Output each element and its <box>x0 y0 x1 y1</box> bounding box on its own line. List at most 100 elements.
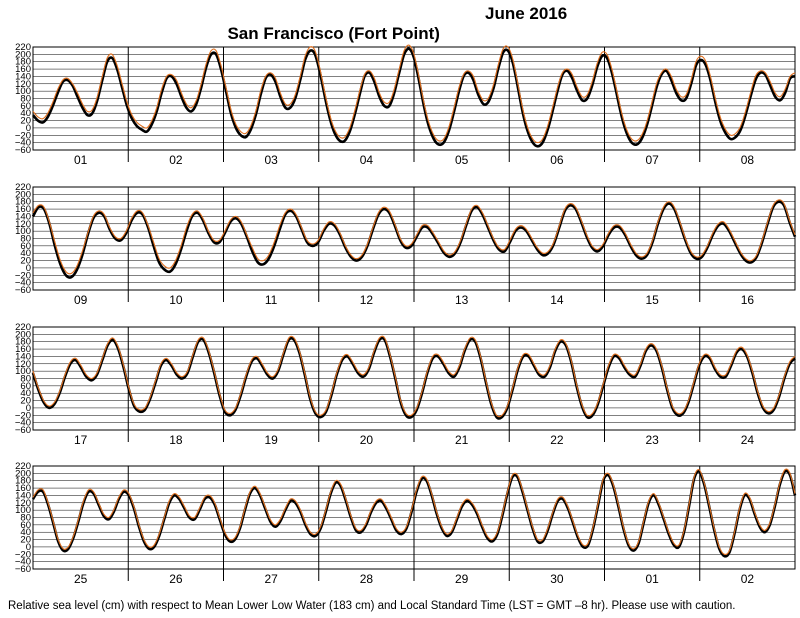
y-tick-label: 140 <box>15 351 31 362</box>
y-tick-label: 180 <box>15 197 31 208</box>
y-tick-label: 0 <box>26 123 31 134</box>
caption: Relative sea level (cm) with respect to … <box>8 600 736 612</box>
day-label: 01 <box>74 153 88 167</box>
day-label: 15 <box>645 293 659 307</box>
y-tick-label: 120 <box>15 79 31 90</box>
day-label: 10 <box>169 293 183 307</box>
y-tick-label: 220 <box>15 322 31 333</box>
day-label: 20 <box>360 433 374 447</box>
location-title: San Francisco (Fort Point) <box>227 24 440 43</box>
day-label: 25 <box>74 572 88 586</box>
y-tick-label: 160 <box>15 204 31 215</box>
day-label: 18 <box>169 433 183 447</box>
day-label: 19 <box>264 433 278 447</box>
y-tick-label: 120 <box>15 219 31 230</box>
y-tick-label: 200 <box>15 49 31 60</box>
y-tick-label: 220 <box>15 182 31 193</box>
y-tick-label: 140 <box>15 71 31 82</box>
day-label: 05 <box>455 153 469 167</box>
day-label: 23 <box>645 433 659 447</box>
y-tick-label: 0 <box>26 403 31 414</box>
y-tick-label: 160 <box>15 64 31 75</box>
y-tick-label: 100 <box>15 366 31 377</box>
predicted-series-line <box>32 199 796 275</box>
y-tick-label: −60 <box>15 145 31 156</box>
day-label: 30 <box>550 572 564 586</box>
y-tick-label: −20 <box>15 130 31 141</box>
y-tick-label: 80 <box>20 374 31 385</box>
y-tick-label: −20 <box>15 410 31 421</box>
predicted-series-line <box>32 468 796 556</box>
month-year-title: June 2016 <box>485 4 568 23</box>
y-tick-label: 40 <box>20 108 31 119</box>
y-tick-label: 20 <box>20 535 31 546</box>
y-tick-label: 100 <box>15 86 31 97</box>
y-tick-label: 0 <box>26 263 31 274</box>
day-label: 17 <box>74 433 88 447</box>
y-tick-label: 80 <box>20 234 31 245</box>
y-tick-label: −20 <box>15 549 31 560</box>
day-label: 12 <box>360 293 374 307</box>
day-label: 27 <box>264 572 278 586</box>
y-tick-label: 60 <box>20 101 31 112</box>
y-tick-label: −60 <box>15 285 31 296</box>
day-label: 28 <box>360 572 374 586</box>
day-label: 07 <box>645 153 659 167</box>
y-tick-label: 140 <box>15 211 31 222</box>
y-tick-label: 80 <box>20 513 31 524</box>
y-tick-label: 100 <box>15 505 31 516</box>
day-label: 29 <box>455 572 469 586</box>
day-label: 02 <box>741 572 755 586</box>
day-label: 03 <box>264 153 278 167</box>
day-label: 22 <box>550 433 564 447</box>
observed-series-line <box>32 47 796 148</box>
y-tick-label: 200 <box>15 468 31 479</box>
y-tick-label: 140 <box>15 490 31 501</box>
day-label: 09 <box>74 293 88 307</box>
y-tick-label: 20 <box>20 396 31 407</box>
day-label: 01 <box>645 572 659 586</box>
y-tick-label: 180 <box>15 337 31 348</box>
y-tick-label: 40 <box>20 388 31 399</box>
day-label: 21 <box>455 433 469 447</box>
y-tick-label: 200 <box>15 189 31 200</box>
y-tick-label: 60 <box>20 241 31 252</box>
y-tick-label: 160 <box>15 483 31 494</box>
day-label: 16 <box>741 293 755 307</box>
y-tick-label: 180 <box>15 476 31 487</box>
y-tick-label: −40 <box>15 138 31 149</box>
day-label: 24 <box>741 433 755 447</box>
y-tick-label: −40 <box>15 278 31 289</box>
day-label: 11 <box>265 293 278 307</box>
y-tick-label: 200 <box>15 329 31 340</box>
y-tick-label: 120 <box>15 359 31 370</box>
day-label: 08 <box>741 153 755 167</box>
y-tick-label: 80 <box>20 94 31 105</box>
day-label: 26 <box>169 572 183 586</box>
y-tick-label: 40 <box>20 527 31 538</box>
predicted-series-line <box>32 335 796 418</box>
y-tick-label: 220 <box>15 461 31 472</box>
y-tick-label: 100 <box>15 226 31 237</box>
y-tick-label: −60 <box>15 425 31 436</box>
day-label: 14 <box>550 293 564 307</box>
predicted-series-line <box>32 44 796 144</box>
y-tick-label: 220 <box>15 42 31 53</box>
y-tick-label: 160 <box>15 344 31 355</box>
y-tick-label: 60 <box>20 381 31 392</box>
y-tick-label: −40 <box>15 418 31 429</box>
y-tick-label: −20 <box>15 270 31 281</box>
y-tick-label: −40 <box>15 557 31 568</box>
y-tick-label: 20 <box>20 116 31 127</box>
day-label: 13 <box>455 293 469 307</box>
day-label: 02 <box>169 153 183 167</box>
y-tick-label: 180 <box>15 57 31 68</box>
observed-series-line <box>31 200 797 279</box>
day-label: 04 <box>360 153 374 167</box>
y-tick-label: 40 <box>20 248 31 259</box>
y-tick-label: 60 <box>20 520 31 531</box>
y-tick-label: 0 <box>26 542 31 553</box>
y-tick-label: 20 <box>20 256 31 267</box>
y-tick-label: −60 <box>15 564 31 575</box>
